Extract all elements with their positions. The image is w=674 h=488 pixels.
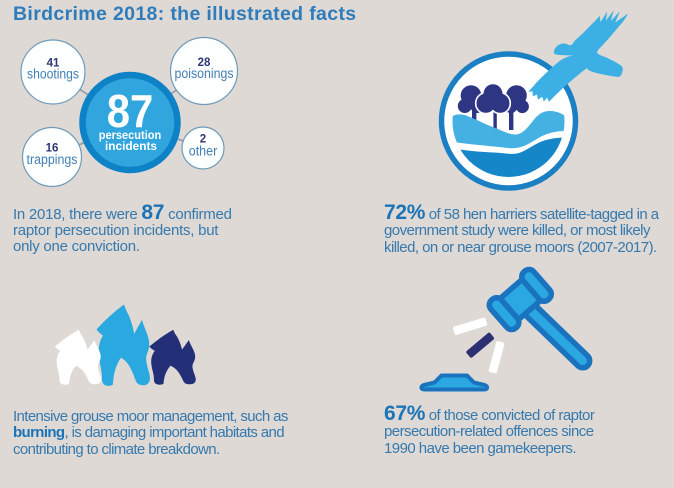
svg-text:41: 41 <box>47 58 60 70</box>
svg-text:poisonings: poisonings <box>175 66 234 81</box>
svg-text:87: 87 <box>107 85 154 137</box>
svg-text:28: 28 <box>198 57 211 69</box>
svg-text:16: 16 <box>46 143 59 155</box>
svg-text:2: 2 <box>200 134 206 146</box>
svg-text:persecution: persecution <box>99 128 162 142</box>
svg-text:trappings: trappings <box>27 152 78 167</box>
svg-text:shootings: shootings <box>27 67 79 82</box>
svg-text:other: other <box>189 143 218 158</box>
svg-text:incidents: incidents <box>105 139 157 153</box>
